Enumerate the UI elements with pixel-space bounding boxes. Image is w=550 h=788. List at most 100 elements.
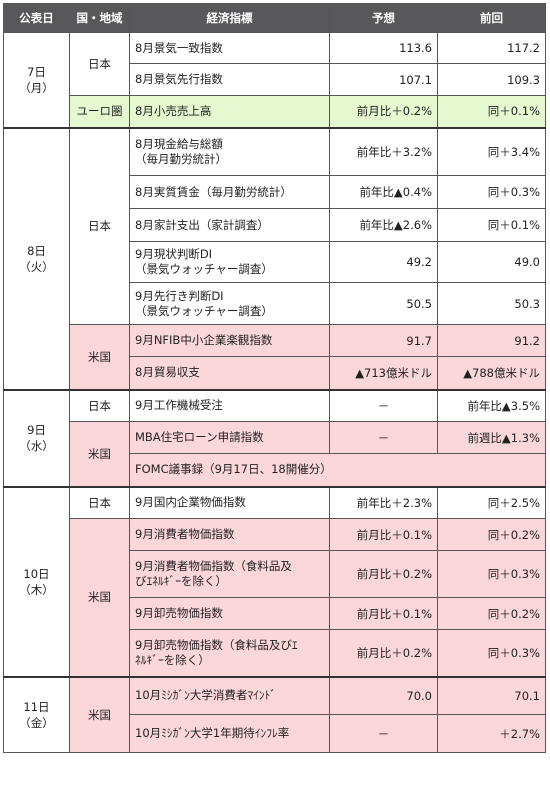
indicator-cell: 10月ﾐｼｶﾞﾝ大学1年期待ｲﾝﾌﾚ率: [129, 714, 330, 753]
forecast-cell: 前月比＋0.2%: [329, 629, 438, 677]
indicator-cell: 9月先行き判断DI （景気ウォッチャー調査）: [129, 282, 330, 325]
date-weekday: （水）: [19, 439, 54, 453]
previous-cell: 109.3: [437, 63, 546, 96]
previous-cell: 同＋0.1%: [437, 208, 546, 242]
previous-cell: 91.2: [437, 324, 546, 357]
previous-cell: 同＋0.3%: [437, 629, 546, 677]
table-row: 8月実質賃金（毎月勤労統計） 前年比▲0.4% 同＋0.3%: [4, 175, 546, 209]
indicator-cell: 8月現金給与総額 （毎月勤労統計）: [129, 126, 330, 176]
table-row: 8日 （火） 日本 8月現金給与総額 （毎月勤労統計） 前年比＋3.2% 同＋3.4…: [3, 126, 546, 390]
table-row: 9月卸売物価指数（食料品及びｴ ﾈﾙｷﾞｰを除く） 前月比＋0.2% 同＋0.3%: [4, 629, 546, 677]
previous-cell: 同＋0.3%: [437, 175, 546, 209]
indicator-cell: 9月消費者物価指数（食料品及 びｴﾈﾙｷﾞｰを除く）: [129, 550, 330, 598]
indicator-cell: 9月NFIB中小企業楽観指数: [129, 324, 330, 357]
header-row: 公表日 国・地域 経済指標 予想 前回: [3, 3, 546, 33]
date-day: 7日: [27, 64, 46, 79]
forecast-cell: 前月比＋0.2%: [329, 95, 438, 128]
table-row: 10日 （木） 日本 9月国内企業物価指数 前年比＋2.3% 同＋2.5%: [3, 485, 546, 677]
date-cell-9: 9日 （水）: [3, 388, 70, 487]
region-cell-japan: 日本: [69, 388, 130, 422]
header-previous: 前回: [437, 3, 546, 33]
header-indicator: 経済指標: [129, 3, 330, 33]
date-cell-11: 11日 （金）: [3, 675, 70, 753]
indicator-cell: 8月景気一致指数: [129, 32, 330, 64]
forecast-cell: 50.5: [329, 282, 438, 325]
forecast-cell: 前月比＋0.2%: [329, 550, 438, 598]
indicator-cell: 9月卸売物価指数（食料品及びｴ ﾈﾙｷﾞｰを除く）: [129, 629, 330, 677]
indicator-cell: 8月景気先行指数: [129, 63, 330, 96]
previous-cell: 70.1: [437, 675, 546, 715]
previous-cell: 前週比▲1.3%: [437, 421, 546, 454]
date-weekday: （火）: [19, 259, 54, 274]
forecast-cell: 前年比＋2.3%: [329, 485, 438, 519]
table-row: ユーロ圏 8月小売売上高 前月比＋0.2% 同＋0.1%: [4, 95, 546, 128]
previous-cell: ▲788億米ドル: [437, 356, 546, 390]
previous-cell: 同＋2.5%: [437, 485, 546, 519]
table-row: 8月景気先行指数 107.1 109.3: [4, 63, 546, 96]
forecast-cell: 91.7: [329, 324, 438, 357]
region-cell-euro: ユーロ圏: [69, 95, 130, 128]
table-row: 9月先行き判断DI （景気ウォッチャー調査） 50.5 50.3: [4, 282, 546, 325]
indicator-cell: 9月消費者物価指数: [129, 518, 330, 551]
indicator-cell: 8月小売売上高: [129, 95, 330, 128]
table-row: 9月現状判断DI （景気ウォッチャー調査） 49.2 49.0: [4, 241, 546, 283]
forecast-cell: 前月比＋0.1%: [329, 597, 438, 630]
previous-cell: 117.2: [437, 32, 546, 64]
previous-cell: ＋2.7%: [437, 714, 546, 753]
date-weekday: （金）: [19, 715, 54, 730]
date-day: 9日: [27, 423, 46, 437]
region-cell-japan: 日本: [69, 126, 130, 325]
indicator-cell: 9月国内企業物価指数: [129, 485, 330, 519]
date-day: 11日: [23, 699, 50, 714]
indicator-cell: 8月貿易収支: [129, 356, 330, 390]
previous-cell: 50.3: [437, 282, 546, 325]
table-row: 9日 （水） 日本 9月工作機械受注 － 前年比▲3.5%: [3, 388, 546, 487]
table-row: 9月消費者物価指数（食料品及 びｴﾈﾙｷﾞｰを除く） 前月比＋0.2% 同＋0.3…: [4, 550, 546, 598]
table-row: 米国 9月NFIB中小企業楽観指数 91.7 91.2: [4, 324, 546, 390]
forecast-cell: 前月比＋0.1%: [329, 518, 438, 551]
forecast-cell: －: [329, 714, 438, 753]
forecast-cell: 前年比▲0.4%: [329, 175, 438, 209]
indicator-cell: 8月実質賃金（毎月勤労統計）: [129, 175, 330, 209]
region-cell-us: 米国: [69, 675, 130, 753]
forecast-cell: ▲713億米ドル: [329, 356, 438, 390]
table-row: 10月ﾐｼｶﾞﾝ大学1年期待ｲﾝﾌﾚ率 － ＋2.7%: [4, 714, 546, 753]
indicator-cell: 9月卸売物価指数: [129, 597, 330, 630]
indicator-cell: FOMC議事録（9月17日、18開催分）: [129, 453, 546, 487]
header-date: 公表日: [3, 3, 70, 33]
date-weekday: （木）: [19, 582, 54, 597]
date-cell-10: 10日 （木）: [3, 485, 70, 677]
region-cell-japan: 日本: [69, 32, 130, 96]
forecast-cell: 前年比＋3.2%: [329, 126, 438, 176]
previous-cell: 同＋0.2%: [437, 518, 546, 551]
table-row: 8月家計支出（家計調査） 前年比▲2.6% 同＋0.1%: [4, 208, 546, 242]
forecast-cell: 70.0: [329, 675, 438, 715]
header-forecast: 予想: [329, 3, 438, 33]
date-day: 10日: [23, 566, 50, 581]
indicator-cell: 9月現状判断DI （景気ウォッチャー調査）: [129, 241, 330, 283]
region-cell-us: 米国: [69, 324, 130, 390]
date-cell-7: 7日 （月）: [3, 32, 70, 128]
table-row: 米国 MBA住宅ローン申請指数 － 前週比▲1.3%: [4, 421, 546, 487]
table-row: 米国 9月消費者物価指数 前月比＋0.1% 同＋0.2%: [4, 518, 546, 677]
region-cell-us: 米国: [69, 518, 130, 677]
previous-cell: 前年比▲3.5%: [437, 388, 546, 422]
indicator-cell: 8月家計支出（家計調査）: [129, 208, 330, 242]
date-weekday: （月）: [19, 80, 54, 95]
indicator-cell: MBA住宅ローン申請指数: [129, 421, 330, 454]
economic-calendar-table: 公表日 国・地域 経済指標 予想 前回 7日 （月） 日本 8月景気一致指数 11…: [3, 3, 546, 753]
table-row: 7日 （月） 日本 8月景気一致指数 113.6 117.2: [3, 32, 546, 128]
forecast-cell: 113.6: [329, 32, 438, 64]
previous-cell: 同＋3.4%: [437, 126, 546, 176]
previous-cell: 49.0: [437, 241, 546, 283]
region-cell-japan: 日本: [69, 485, 130, 519]
previous-cell: 同＋0.1%: [437, 95, 546, 128]
table-row: 9月卸売物価指数 前月比＋0.1% 同＋0.2%: [4, 597, 546, 630]
forecast-cell: －: [329, 388, 438, 422]
header-region: 国・地域: [69, 3, 130, 33]
forecast-cell: 前年比▲2.6%: [329, 208, 438, 242]
indicator-cell: 10月ﾐｼｶﾞﾝ大学消費者ﾏｲﾝﾄﾞ: [129, 675, 330, 715]
forecast-cell: 49.2: [329, 241, 438, 283]
indicator-cell: 9月工作機械受注: [129, 388, 330, 422]
region-cell-us: 米国: [69, 421, 130, 487]
